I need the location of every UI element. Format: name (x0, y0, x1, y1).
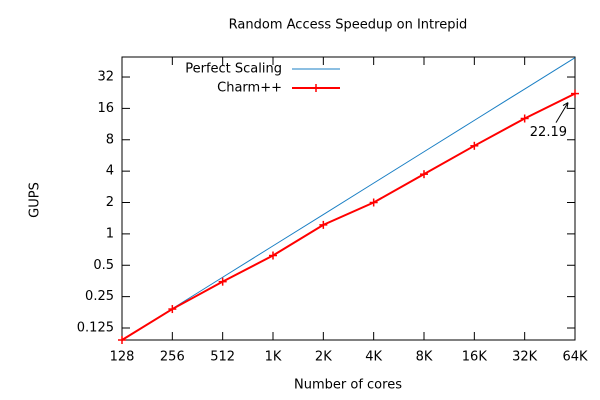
marker (118, 336, 126, 344)
y-tick-label: 0.25 (85, 289, 114, 304)
x-axis-label: Number of cores (294, 378, 402, 393)
x-tick-label: 128 (110, 350, 135, 365)
x-tick-label: 32K (512, 350, 538, 365)
y-tick-label: 8 (106, 132, 114, 147)
x-tick-label: 8K (416, 350, 433, 365)
x-tick-label: 4K (365, 350, 382, 365)
annotation: 22.19 (530, 125, 567, 140)
marker (369, 198, 378, 207)
x-tick-label: 2K (315, 350, 332, 365)
annotation-arrow (555, 102, 569, 123)
y-tick-label: 0.5 (93, 258, 114, 273)
marker (571, 89, 579, 98)
plot-border (121, 56, 576, 341)
x-tick-label: 512 (210, 350, 235, 365)
series-line (121, 92, 576, 341)
x-tick-label: 1K (265, 350, 282, 365)
marker (319, 220, 328, 229)
y-tick-label: 32 (97, 70, 114, 85)
marker (269, 251, 277, 260)
marker (312, 84, 320, 92)
legend-label: Charm++ (217, 81, 282, 96)
x-tick-label: 64K (562, 350, 588, 365)
x-tick-label: 256 (160, 350, 185, 365)
x-tick-label: 16K (462, 350, 488, 365)
legend-label: Perfect Scaling (185, 62, 282, 77)
y-tick-label: 0.125 (77, 321, 114, 336)
y-axis-label: GUPS (28, 182, 43, 218)
y-tick-label: 2 (106, 195, 114, 210)
y-tick-label: 16 (97, 101, 114, 116)
marker (470, 141, 479, 150)
y-tick-label: 1 (106, 226, 114, 241)
marker (520, 114, 529, 123)
marker (168, 305, 177, 314)
marker (420, 170, 428, 179)
y-tick-label: 4 (106, 164, 114, 179)
annotation-arrowhead (562, 102, 569, 109)
series-line (121, 57, 576, 341)
chart-title: Random Access Speedup on Intrepid (229, 18, 468, 33)
marker (218, 277, 227, 286)
